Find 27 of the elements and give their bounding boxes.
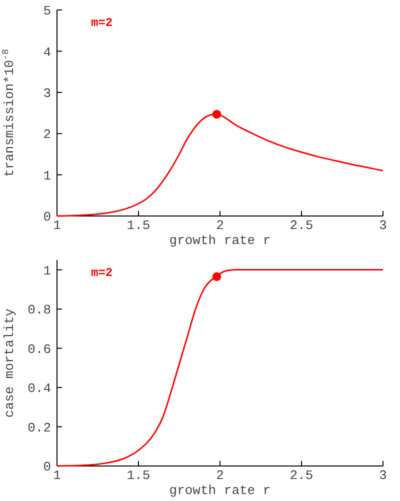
y-tick-label: 0.8 [28, 302, 51, 318]
x-tick-label: 1 [53, 468, 62, 483]
x-axis-title: growth rate r [169, 483, 271, 498]
y-tick-label: 4 [43, 44, 52, 60]
x-tick-label: 3 [379, 218, 387, 233]
x-tick-label: 1.5 [126, 218, 150, 233]
x-tick-label: 2.5 [290, 468, 314, 483]
y-tick-label: 2 [43, 127, 51, 142]
y-tick-label: 1 [43, 168, 52, 184]
x-axis-title: growth rate r [169, 233, 271, 248]
x-tick-label: 3 [379, 468, 387, 483]
y-tick-label: 5 [43, 4, 51, 19]
y-tick-label: 0 [43, 460, 51, 475]
y-tick-label: 0.4 [28, 381, 52, 396]
x-tick-label: 2.5 [290, 218, 314, 233]
x-tick-label: 1.5 [126, 468, 150, 483]
y-tick-label: 1 [43, 263, 52, 278]
annotation: m=2 [91, 266, 113, 280]
y-tick-label: 0.2 [28, 420, 51, 436]
y-tick-label: 0 [43, 210, 51, 225]
x-tick-label: 2 [216, 468, 224, 483]
y-tick-label: 0.6 [28, 342, 51, 357]
annotation: m=2 [91, 16, 113, 30]
y-axis-title: case mortality [2, 308, 17, 418]
y-tick-label: 3 [43, 86, 51, 101]
x-tick-label: 1 [53, 218, 62, 233]
x-tick-label: 2 [216, 218, 224, 233]
